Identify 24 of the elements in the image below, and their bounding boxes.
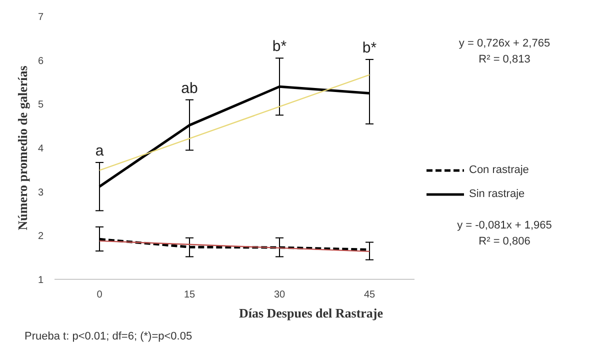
x-tick-label: 30 bbox=[274, 290, 286, 300]
legend-label: Sin rastraje bbox=[469, 188, 525, 200]
y-tick-label: 3 bbox=[38, 187, 44, 198]
text: y = 0,726x + 2,765 bbox=[458, 37, 550, 50]
y-tick-label: 2 bbox=[38, 231, 44, 242]
x-tick-label: 15 bbox=[184, 290, 196, 300]
text: Prueba t: p<0.01; df=6; (*)=p<0.05 bbox=[24, 330, 192, 342]
legend-label: Con rastraje bbox=[469, 164, 529, 176]
x-tick-label: 0 bbox=[96, 290, 103, 300]
y-tick-label: 1 bbox=[38, 275, 44, 286]
x-axis-title: Días Despues del Rastraje bbox=[238, 306, 384, 320]
y-tick-label: 5 bbox=[38, 100, 44, 111]
text: R² = 0,806 bbox=[478, 236, 530, 248]
x-tick-label: 45 bbox=[364, 290, 376, 300]
y-tick-label: 7 bbox=[38, 12, 44, 23]
text: y = -0,081x + 1,965 bbox=[457, 219, 552, 232]
y-tick-label: 6 bbox=[38, 56, 44, 67]
y-tick-label: 4 bbox=[38, 144, 44, 154]
annotation: b* bbox=[362, 39, 377, 56]
y-axis-title: Número promedio de galerías bbox=[14, 66, 30, 230]
text: R² = 0,813 bbox=[478, 54, 530, 66]
annotation: b* bbox=[272, 38, 287, 56]
annotation: ab bbox=[181, 80, 198, 97]
annotation: a bbox=[95, 142, 104, 160]
